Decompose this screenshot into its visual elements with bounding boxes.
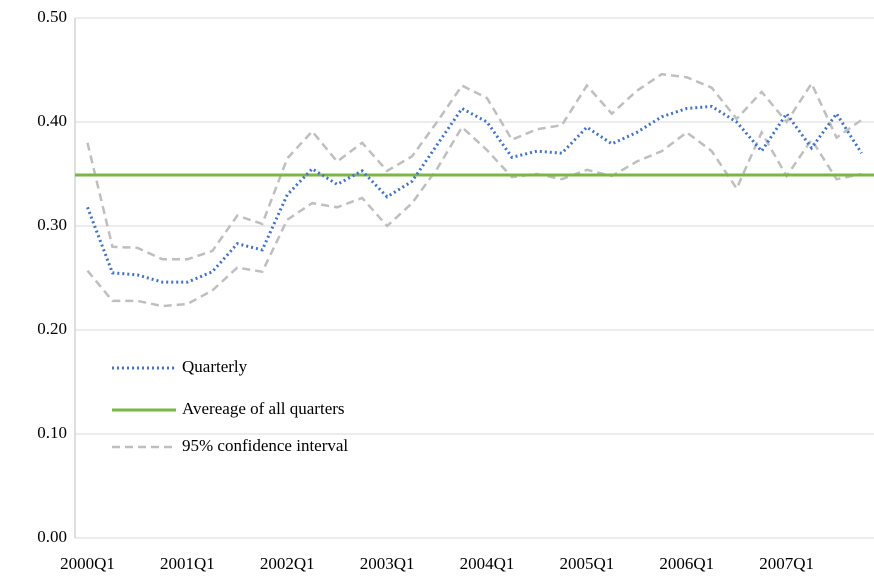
y-tick-label: 0.10 (37, 423, 67, 442)
x-tick-label: 2001Q1 (160, 554, 215, 573)
legend-label: Avereage of all quarters (182, 399, 345, 418)
x-tick-label: 2002Q1 (260, 554, 315, 573)
y-tick-label: 0.50 (37, 7, 67, 26)
y-tick-label: 0.40 (37, 111, 67, 130)
x-tick-label: 2003Q1 (360, 554, 415, 573)
x-tick-label: 2006Q1 (659, 554, 714, 573)
ci-lower-line (86, 125, 862, 308)
y-tick-label: 0.30 (37, 215, 67, 234)
x-tick-label: 2004Q1 (460, 554, 515, 573)
ci-upper-line (86, 72, 863, 261)
y-tick-label: 0.00 (37, 527, 67, 546)
series-line (86, 104, 863, 284)
y-tick-label: 0.20 (37, 319, 67, 338)
legend-label: Quarterly (182, 357, 248, 376)
x-tick-label: 2000Q1 (60, 554, 115, 573)
x-tick-label: 2007Q1 (759, 554, 814, 573)
x-tick-label: 2005Q1 (559, 554, 614, 573)
legend-label: 95% confidence interval (182, 436, 348, 455)
